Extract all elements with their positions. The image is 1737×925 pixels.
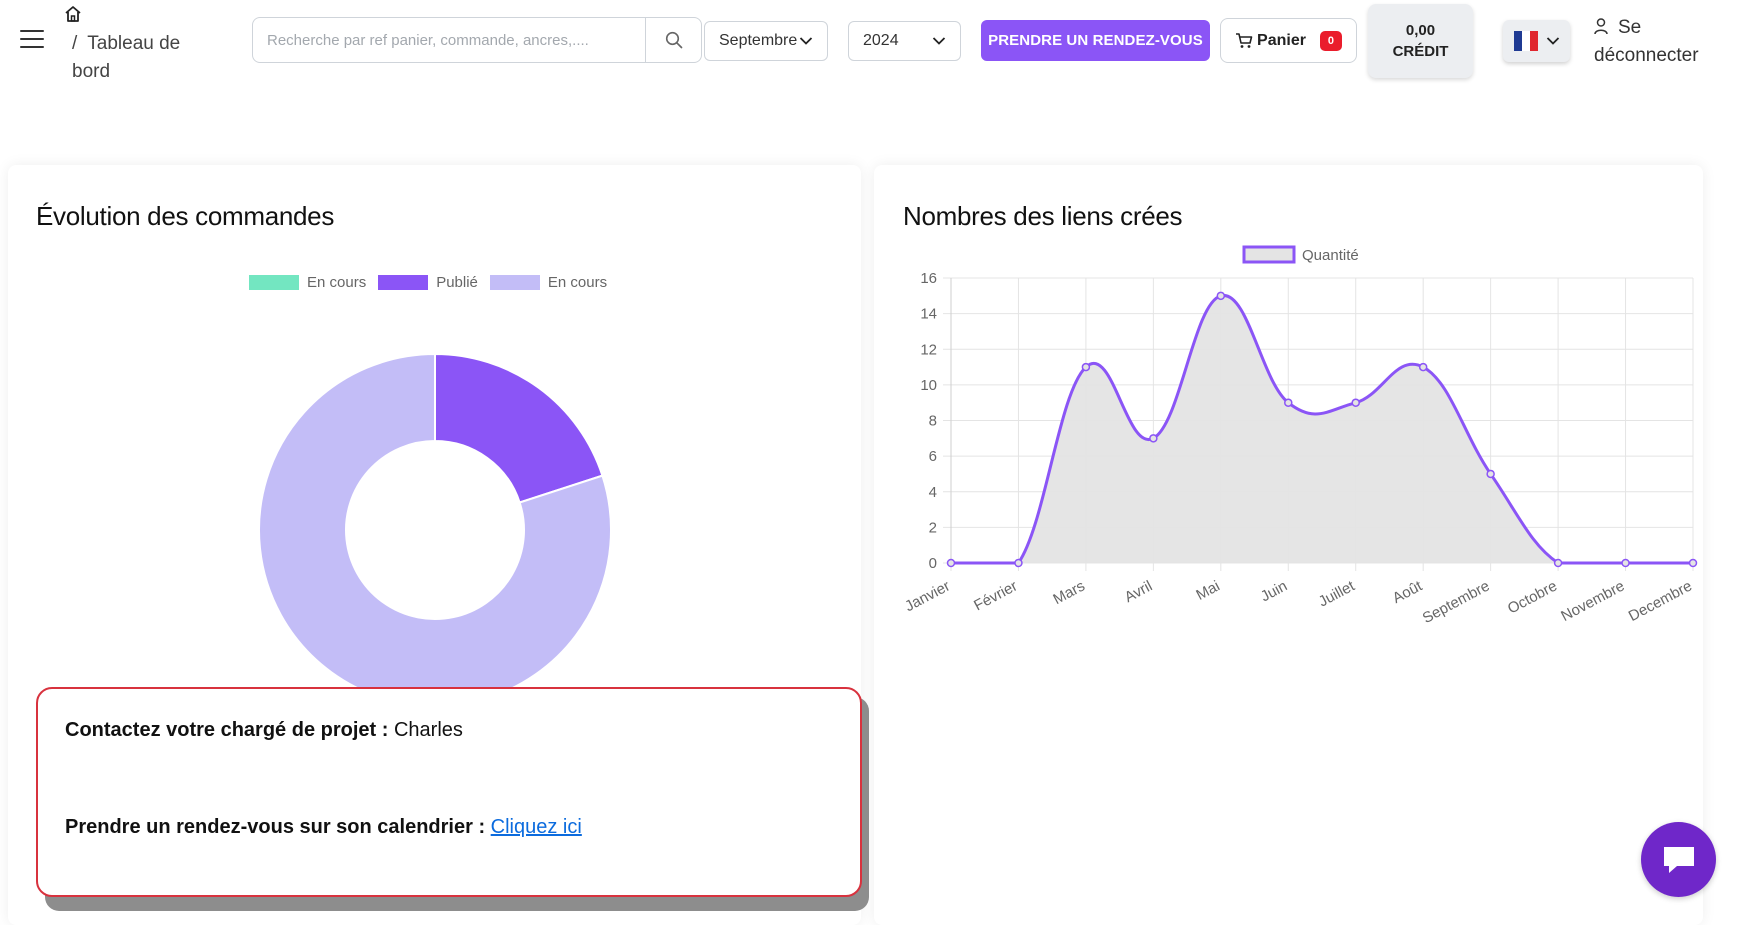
y-tick-label: 14	[920, 306, 937, 323]
chevron-down-icon	[1546, 37, 1559, 45]
menu-icon[interactable]	[20, 30, 44, 50]
legend-swatch	[378, 275, 429, 290]
chevron-down-icon	[932, 37, 946, 45]
x-tick-label: Juillet	[1316, 577, 1359, 610]
data-point[interactable]	[1284, 398, 1293, 407]
data-point[interactable]	[946, 558, 956, 568]
contact-box: Contactez votre chargé de projet : Charl…	[36, 687, 862, 897]
breadcrumb-current: Tableau de bord	[72, 33, 181, 82]
legend-swatch	[249, 275, 299, 290]
area-chart-legend[interactable]: Quantité	[1242, 245, 1359, 264]
area-fill	[951, 295, 1693, 563]
y-tick-label: 2	[929, 519, 937, 536]
data-point[interactable]	[1149, 434, 1158, 443]
x-tick-label: Decembre	[1626, 578, 1695, 625]
cart-count-badge: 0	[1319, 30, 1342, 51]
data-point[interactable]	[1351, 398, 1360, 407]
data-point[interactable]	[1621, 558, 1630, 568]
y-tick-label: 8	[929, 413, 937, 430]
breadcrumb: / Tableau de bord	[72, 30, 192, 86]
project-manager-name: Charles	[393, 719, 463, 741]
y-tick-label: 6	[929, 448, 937, 465]
chevron-down-icon	[799, 37, 813, 45]
search-input[interactable]	[253, 18, 645, 62]
legend-item[interactable]: En cours	[249, 274, 366, 291]
month-select-value: Septembre	[719, 32, 798, 49]
x-tick-label: Septembre	[1420, 578, 1493, 627]
legend-item[interactable]: Publié	[378, 274, 478, 291]
data-point[interactable]	[1553, 558, 1563, 568]
legend-label: En cours	[547, 274, 608, 291]
legend-label: Quantité	[1302, 247, 1359, 264]
cart-icon	[1236, 32, 1253, 48]
x-tick-label: Novembre	[1558, 578, 1627, 625]
x-tick-label: Janvier	[902, 578, 953, 616]
legend-swatch	[1242, 245, 1296, 264]
chat-button[interactable]	[1641, 822, 1716, 897]
contact-label: Contactez votre chargé de projet :	[65, 719, 389, 741]
france-flag-icon	[1513, 31, 1538, 51]
logout-label: Se déconnecter	[1594, 17, 1699, 66]
search-bar	[252, 17, 702, 63]
x-tick-label: Octobre	[1505, 578, 1560, 618]
calendar-label: Prendre un rendez-vous sur son calendrie…	[65, 816, 486, 838]
year-select[interactable]: 2024	[848, 21, 961, 61]
data-point[interactable]	[1688, 558, 1698, 568]
breadcrumb-separator: /	[72, 33, 78, 54]
data-point[interactable]	[1486, 469, 1495, 479]
doughnut-slice[interactable]	[434, 352, 604, 504]
logout-link[interactable]: Se déconnecter	[1594, 14, 1714, 70]
chat-icon	[1663, 846, 1694, 873]
x-tick-label: Mars	[1050, 578, 1087, 609]
y-tick-label: 16	[920, 270, 937, 287]
legend-label: En cours	[307, 274, 367, 291]
data-point[interactable]	[1418, 362, 1428, 372]
calendar-link[interactable]: Cliquez ici	[490, 816, 582, 838]
cart-button[interactable]: Panier 0	[1220, 18, 1357, 63]
links-chart-title: Nombres des liens crées	[903, 201, 1183, 231]
cart-label: Panier	[1257, 31, 1306, 49]
user-icon	[1594, 18, 1608, 35]
x-tick-label: Février	[971, 578, 1020, 615]
month-select[interactable]: Septembre	[704, 21, 828, 61]
orders-chart-legend: En cours Publié En cours	[249, 274, 619, 291]
links-area-chart: Quantité 0 2 4 6 8 10 12 14 16 Janvier Février Mars A…	[902, 245, 1698, 627]
y-tick-label: 10	[920, 377, 937, 394]
x-tick-label: Avril	[1122, 578, 1156, 607]
y-tick-label: 4	[929, 484, 937, 501]
data-point[interactable]	[1216, 291, 1226, 301]
y-tick-label: 12	[920, 341, 937, 358]
top-bar: /Tableau de bord Septembre 2024 PRENDRE …	[0, 0, 1737, 100]
year-select-value: 2024	[863, 32, 899, 49]
credit-amount: 0,00	[1405, 22, 1436, 39]
language-selector[interactable]	[1503, 20, 1570, 62]
y-tick-label: 0	[929, 555, 937, 572]
contact-project-manager: Contactez votre chargé de projet : Charl…	[65, 719, 463, 742]
credit-label: CRÉDIT	[1392, 43, 1449, 60]
x-tick-label: Mai	[1193, 578, 1222, 604]
book-appointment-button[interactable]: PRENDRE UN RENDEZ-VOUS	[981, 20, 1210, 61]
orders-chart-title: Évolution des commandes	[36, 201, 335, 231]
home-icon[interactable]	[63, 4, 83, 24]
search-button[interactable]	[645, 18, 701, 62]
contact-calendar: Prendre un rendez-vous sur son calendrie…	[65, 816, 582, 839]
data-point[interactable]	[1081, 362, 1091, 372]
legend-label: Publié	[436, 274, 478, 291]
credit-balance[interactable]: 0,00 CRÉDIT	[1368, 4, 1473, 78]
search-icon	[665, 31, 682, 49]
x-tick-label: Août	[1390, 577, 1426, 607]
x-tick-label: Juin	[1258, 578, 1290, 606]
links-created-card: Nombres des liens crées Quantité 0 2 4 6 8 10 1…	[874, 165, 1703, 925]
legend-swatch	[489, 275, 540, 290]
legend-item[interactable]: En cours	[489, 274, 608, 291]
data-point[interactable]	[1014, 558, 1023, 568]
